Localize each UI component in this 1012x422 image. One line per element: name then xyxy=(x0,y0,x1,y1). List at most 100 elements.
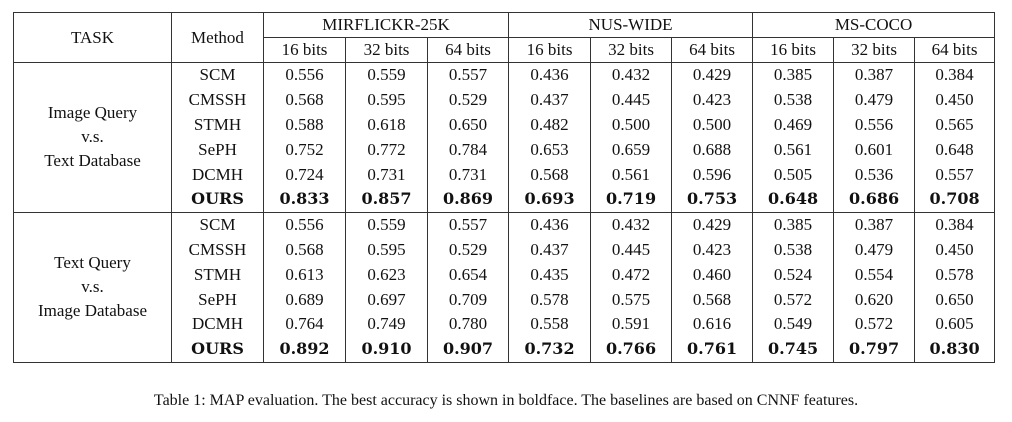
map-value-cell: 0.568 xyxy=(671,287,754,312)
map-value-cell: 0.384 xyxy=(914,61,996,88)
map-value-cell: 0.479 xyxy=(833,87,916,113)
map-value-cell: 0.437 xyxy=(508,87,592,113)
map-value-cell: 0.659 xyxy=(590,137,673,163)
method-cell: STMH xyxy=(171,262,264,288)
bits-header: 64 bits xyxy=(426,37,510,63)
map-value-cell: 0.588 xyxy=(263,112,346,138)
map-value-cell: 0.605 xyxy=(914,311,996,337)
map-value-cell: 0.618 xyxy=(345,112,428,138)
map-value-cell: 0.565 xyxy=(914,112,996,138)
results-table: TASK Method MIRFLICKR-25K NUS-WIDE MS-CO… xyxy=(13,12,996,363)
bits-header: 32 bits xyxy=(590,37,673,63)
map-value-cell: 0.650 xyxy=(914,287,996,312)
map-value-cell: 0.654 xyxy=(426,262,510,288)
map-value-cell: 0.568 xyxy=(263,237,346,263)
map-value-cell: 0.436 xyxy=(508,61,592,88)
map-value-cell: 0.429 xyxy=(671,61,754,88)
map-value-cell: 0.559 xyxy=(345,211,428,238)
map-value-cell: 0.557 xyxy=(914,162,996,187)
table-row: Text Query v.s. Image Database SCM 0.556 0.55… xyxy=(13,211,996,363)
header-row-bits: 16 bits 32 bits 64 bits 16 bits 32 bits … xyxy=(14,37,996,63)
map-value-cell: 0.524 xyxy=(752,262,835,288)
map-value-cell: 0.572 xyxy=(833,311,916,337)
map-value-cell: 0.731 xyxy=(426,162,510,187)
bits-header: 64 bits xyxy=(914,37,996,63)
map-value-cell: 0.688 xyxy=(671,137,754,163)
method-cell: STMH xyxy=(171,112,264,138)
map-value-cell: 0.536 xyxy=(833,162,916,187)
task-label-line: Image Query xyxy=(47,103,138,123)
map-value-cell: 0.869 xyxy=(426,186,510,213)
bits-header: 16 bits xyxy=(508,37,592,63)
map-value-cell: 0.385 xyxy=(752,61,835,88)
task-label-line: Image Database xyxy=(37,301,148,321)
map-value-cell: 0.686 xyxy=(833,186,916,213)
map-value-cell: 0.384 xyxy=(914,211,996,238)
map-value-cell: 0.780 xyxy=(426,311,510,337)
map-value-cell: 0.529 xyxy=(426,87,510,113)
map-value-cell: 0.450 xyxy=(914,87,996,113)
map-value-cell: 0.432 xyxy=(590,211,673,238)
table-row: CMSSH 0.568 0.595 0.529 0.437 0.445 0.423 0.538… xyxy=(14,87,996,113)
map-value-cell: 0.435 xyxy=(508,262,592,288)
method-cell: OURS xyxy=(171,186,264,213)
header-row-datasets: TASK Method MIRFLICKR-25K NUS-WIDE MS-CO… xyxy=(13,12,996,63)
map-value-cell: 0.568 xyxy=(508,162,592,187)
map-value-cell: 0.708 xyxy=(914,186,996,213)
map-value-cell: 0.772 xyxy=(345,137,428,163)
map-value-cell: 0.556 xyxy=(263,61,346,88)
map-value-cell: 0.460 xyxy=(671,262,754,288)
bits-header: 32 bits xyxy=(833,37,916,63)
dataset-header: NUS-WIDE xyxy=(508,12,754,38)
table-row: SePH 0.752 0.772 0.784 0.653 0.659 0.688 0.561 0… xyxy=(14,137,996,163)
method-cell: CMSSH xyxy=(171,87,264,113)
map-value-cell: 0.892 xyxy=(263,336,346,363)
method-cell: SCM xyxy=(171,211,264,238)
bits-header: 16 bits xyxy=(752,37,835,63)
map-value-cell: 0.830 xyxy=(914,336,996,363)
map-value-cell: 0.857 xyxy=(345,186,428,213)
map-value-cell: 0.423 xyxy=(671,237,754,263)
method-cell: DCMH xyxy=(171,162,264,187)
dataset-header: MIRFLICKR-25K xyxy=(262,12,510,38)
map-value-cell: 0.482 xyxy=(508,112,592,138)
map-value-cell: 0.472 xyxy=(590,262,673,288)
map-value-cell: 0.761 xyxy=(671,336,754,363)
table-body: Image Query v.s. Text Database SCM 0.556 0.55… xyxy=(13,61,996,363)
map-value-cell: 0.469 xyxy=(752,112,835,138)
method-cell: OURS xyxy=(171,336,264,363)
map-value-cell: 0.557 xyxy=(426,211,510,238)
map-value-cell: 0.549 xyxy=(752,311,835,337)
map-value-cell: 0.578 xyxy=(914,262,996,288)
bits-header: 64 bits xyxy=(671,37,754,63)
map-value-cell: 0.653 xyxy=(508,137,592,163)
map-value-cell: 0.731 xyxy=(345,162,428,187)
map-value-cell: 0.385 xyxy=(752,211,835,238)
map-value-cell: 0.557 xyxy=(426,61,510,88)
map-value-cell: 0.558 xyxy=(508,311,592,337)
map-value-cell: 0.450 xyxy=(914,237,996,263)
method-cell: SCM xyxy=(171,61,264,88)
map-value-cell: 0.623 xyxy=(345,262,428,288)
map-value-cell: 0.561 xyxy=(752,137,835,163)
method-cell: SePH xyxy=(171,287,264,312)
task-header: TASK xyxy=(13,12,172,63)
map-value-cell: 0.554 xyxy=(833,262,916,288)
task-label-line: v.s. xyxy=(81,277,104,297)
map-value-cell: 0.709 xyxy=(426,287,510,312)
map-value-cell: 0.561 xyxy=(590,162,673,187)
bits-header: 32 bits xyxy=(345,37,428,63)
method-cell: CMSSH xyxy=(171,237,264,263)
map-value-cell: 0.753 xyxy=(671,186,754,213)
map-value-cell: 0.732 xyxy=(508,336,592,363)
map-value-cell: 0.697 xyxy=(345,287,428,312)
table-row: DCMH 0.724 0.731 0.731 0.568 0.561 0.596 0.505 0… xyxy=(14,162,996,187)
table-row: DCMH 0.764 0.749 0.780 0.558 0.591 0.616 0.549 0… xyxy=(14,311,996,337)
map-value-cell: 0.572 xyxy=(752,287,835,312)
task-cell: Text Query v.s. Image Database xyxy=(13,211,172,363)
map-value-cell: 0.429 xyxy=(671,211,754,238)
map-value-cell: 0.575 xyxy=(590,287,673,312)
table-row: STMH 0.613 0.623 0.654 0.435 0.472 0.460 0.524 0… xyxy=(14,262,996,288)
map-value-cell: 0.595 xyxy=(345,237,428,263)
map-value-cell: 0.591 xyxy=(590,311,673,337)
